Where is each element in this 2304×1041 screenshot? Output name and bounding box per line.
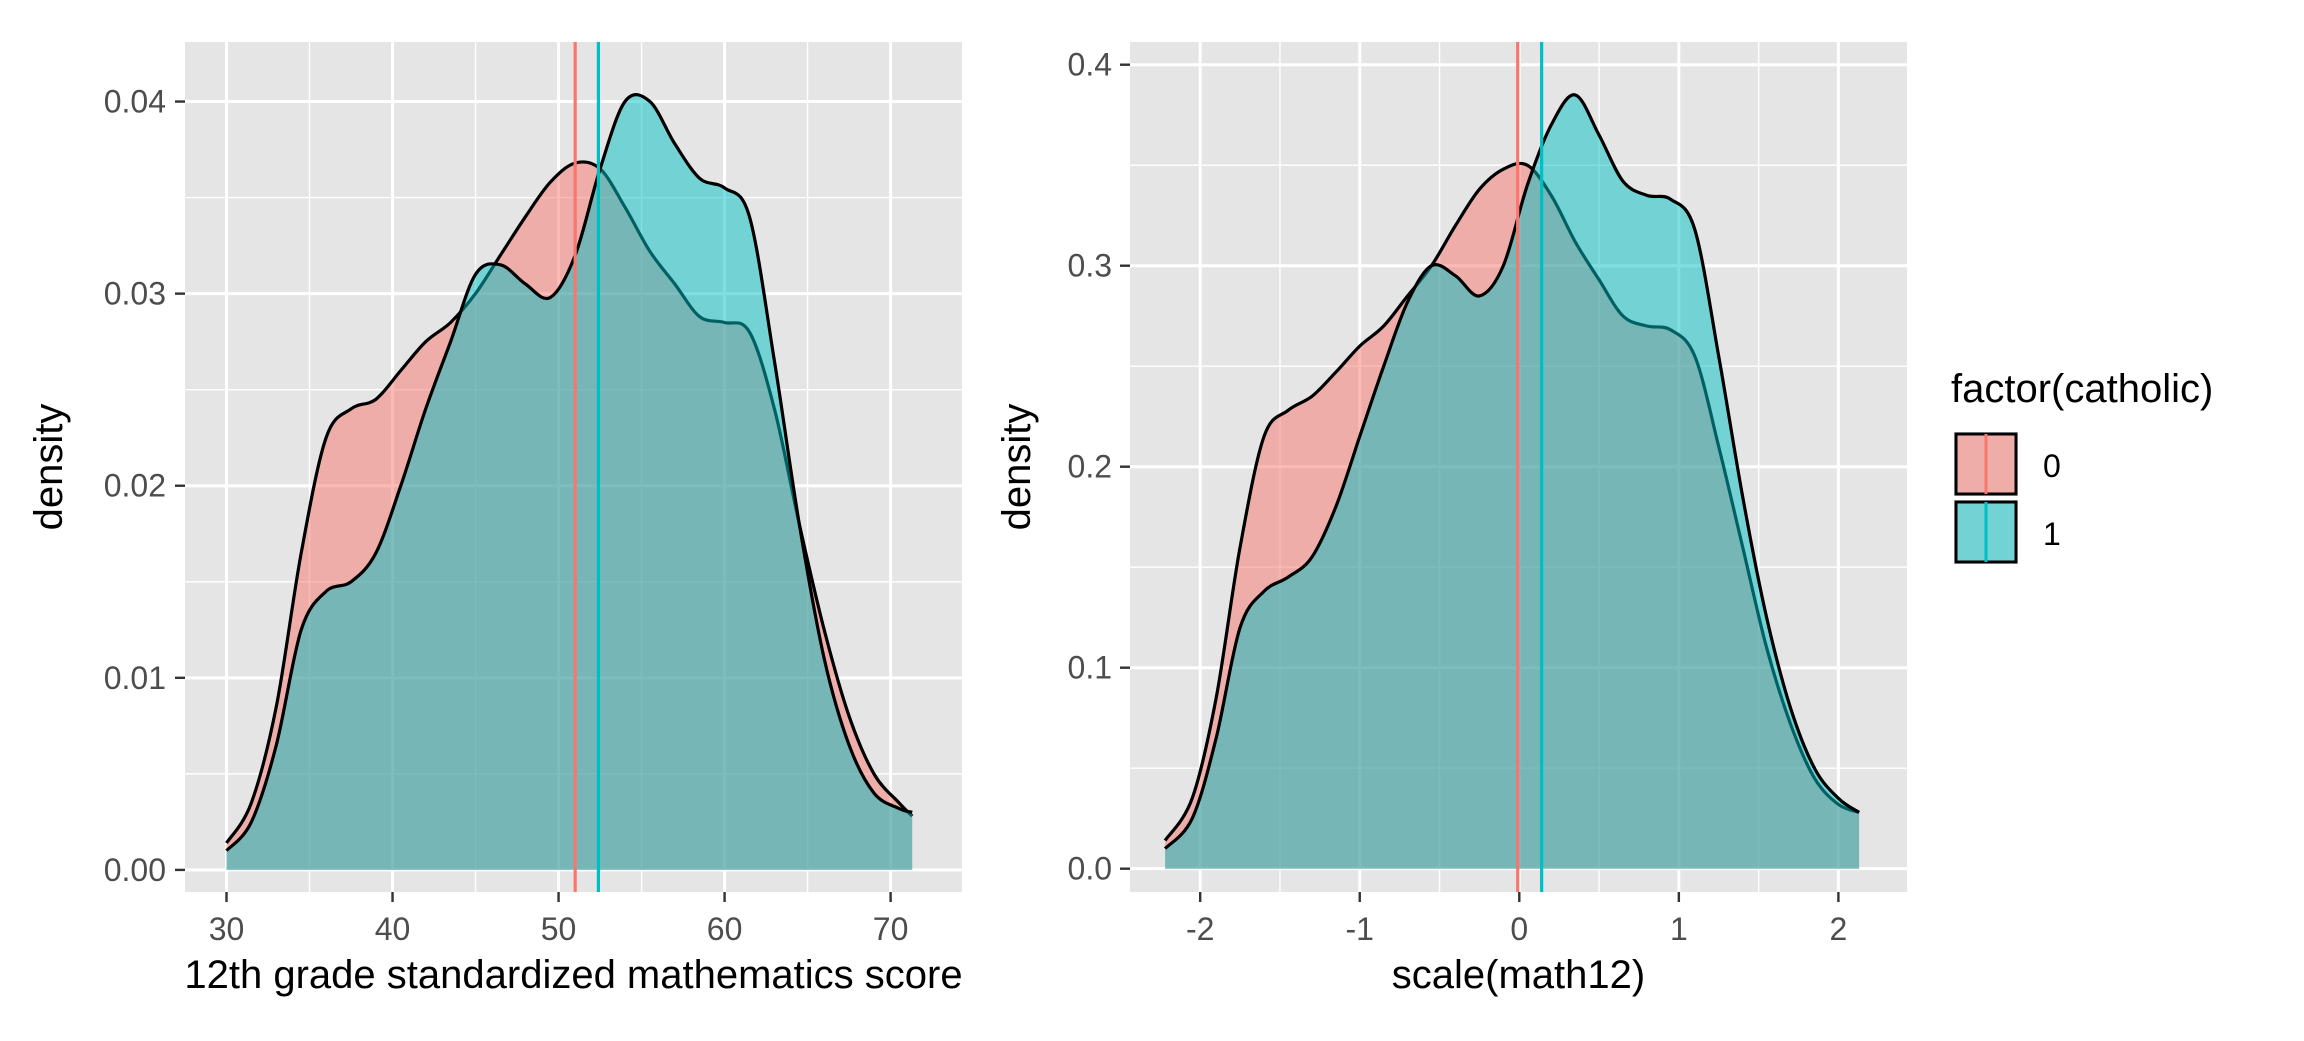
y-tick-label: 0.01 (104, 660, 166, 696)
x-tick-label: 40 (375, 911, 411, 947)
x-tick-label: 50 (541, 911, 577, 947)
y-tick-label: 0.03 (104, 276, 166, 312)
y-tick-label: 0.3 (1068, 248, 1112, 284)
x-axis-title: 12th grade standardized mathematics scor… (184, 953, 962, 997)
y-tick-label: 0.4 (1068, 47, 1112, 83)
density-curve-group-1 (225, 93, 913, 852)
density-curve-group-1 (1163, 93, 1860, 850)
legend-item-1: 1 (1954, 500, 2061, 564)
y-tick-label: 0.02 (104, 468, 166, 504)
x-tick-label: 2 (1829, 911, 1847, 947)
y-tick-label: 0.1 (1068, 650, 1112, 686)
legend-item-0: 0 (1954, 432, 2061, 496)
y-tick-label: 0.04 (104, 84, 166, 120)
x-tick-label: 1 (1670, 911, 1688, 947)
x-tick-label: -1 (1346, 911, 1374, 947)
y-axis-title: density (27, 404, 71, 531)
y-tick-label: 0.00 (104, 852, 166, 888)
right-density-panel: -2 -1 0 1 2 0.0 0.1 0.2 0.3 0.4 scale(math12) densi… (995, 42, 1907, 997)
x-tick-label: 0 (1510, 911, 1528, 947)
legend: factor(catholic) 0 1 (1951, 367, 2213, 564)
y-axis-title: density (995, 404, 1039, 531)
left-density-panel: 30 40 50 60 70 0.00 0.01 0.02 0.03 0.04 12th grade… (27, 42, 963, 997)
legend-label-0: 0 (2043, 448, 2061, 484)
legend-title: factor(catholic) (1951, 367, 2213, 411)
x-tick-label: 30 (209, 911, 245, 947)
x-axis-title: scale(math12) (1392, 953, 1645, 997)
x-tick-label: -2 (1186, 911, 1214, 947)
density-area-group-1 (1165, 94, 1860, 869)
x-tick-label: 60 (707, 911, 743, 947)
x-tick-label: 70 (873, 911, 909, 947)
y-tick-label: 0.0 (1068, 851, 1112, 887)
density-area-group-1 (226, 94, 913, 870)
legend-label-1: 1 (2043, 516, 2061, 552)
y-tick-label: 0.2 (1068, 449, 1112, 485)
